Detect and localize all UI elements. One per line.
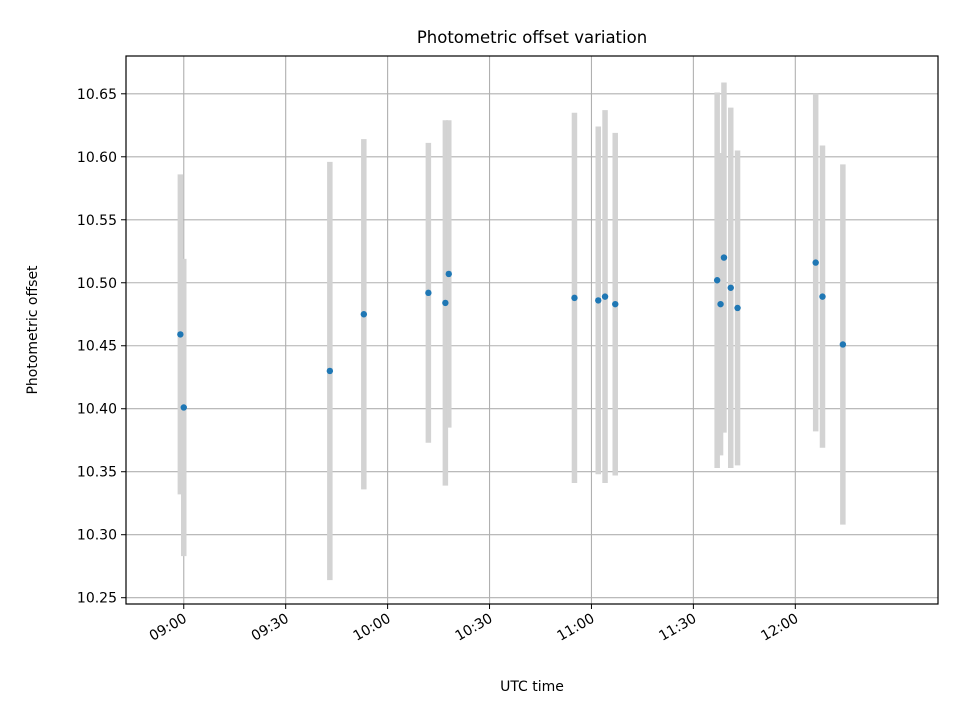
- data-point: [601, 293, 609, 300]
- y-axis-label: Photometric offset: [25, 265, 41, 395]
- data-point: [360, 311, 368, 318]
- data-point: [571, 294, 578, 302]
- data-point: [720, 254, 728, 261]
- data-points: [177, 254, 847, 411]
- data-point: [819, 293, 826, 300]
- data-point: [445, 270, 452, 278]
- chart-title: Photometric offset variation: [417, 28, 647, 47]
- y-tick-label: 10.50: [77, 276, 117, 292]
- data-point: [595, 297, 602, 304]
- data-point: [326, 367, 334, 375]
- data-point: [717, 300, 724, 308]
- y-tick-label: 10.65: [77, 87, 117, 103]
- data-point: [839, 341, 847, 348]
- data-point: [734, 304, 741, 312]
- data-point: [180, 404, 187, 411]
- y-tick-label: 10.55: [77, 213, 117, 229]
- y-tick-label: 10.45: [77, 339, 117, 355]
- grid: [126, 56, 938, 604]
- y-axis-ticks: 10.25 10.30 10.35 10.40 10.45 10.50 10.55 10.60…: [77, 87, 126, 607]
- data-point: [442, 299, 449, 307]
- data-point: [812, 259, 819, 266]
- y-tick-label: 10.30: [77, 528, 117, 544]
- data-point: [425, 289, 432, 297]
- y-tick-label: 10.35: [77, 465, 117, 481]
- x-axis-label: UTC time: [500, 679, 564, 695]
- data-point: [713, 277, 721, 284]
- y-tick-label: 10.60: [77, 150, 117, 166]
- plot-frame: [125, 55, 939, 605]
- data-point: [727, 284, 734, 291]
- y-tick-label: 10.25: [77, 591, 117, 607]
- data-point: [177, 331, 184, 338]
- data-point: [612, 300, 619, 308]
- y-tick-label: 10.40: [77, 402, 117, 418]
